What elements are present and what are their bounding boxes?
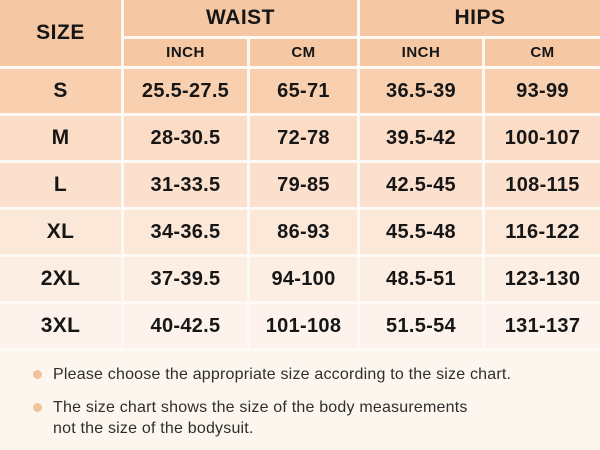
waist-cm-cell: 86-93 <box>250 210 357 254</box>
hips-inch-cell: 48.5-51 <box>360 257 482 301</box>
waist-cm-cell: 72-78 <box>250 116 357 160</box>
hips-cm-cell: 108-115 <box>485 163 600 207</box>
hips-cm-cell: 123-130 <box>485 257 600 301</box>
hips-inch-cell: 51.5-54 <box>360 304 482 348</box>
header-waist: WAIST <box>124 0 357 36</box>
size-label-cell: M <box>0 116 121 160</box>
hips-inch-cell: 36.5-39 <box>360 69 482 113</box>
waist-inch-cell: 31-33.5 <box>124 163 247 207</box>
waist-cm-cell: 65-71 <box>250 69 357 113</box>
header-size: SIZE <box>0 0 121 66</box>
header-hips: HIPS <box>360 0 600 36</box>
bullet-icon <box>33 402 42 412</box>
note-text: Please choose the appropriate size accor… <box>53 366 512 383</box>
waist-inch-cell: 40-42.5 <box>124 304 247 348</box>
table-row: S 25.5-27.5 65-71 36.5-39 93-99 <box>0 69 600 113</box>
waist-cm-cell: 94-100 <box>250 257 357 301</box>
note-text: The size chart shows the size of the bod… <box>53 398 468 438</box>
waist-inch-cell: 25.5-27.5 <box>124 69 247 113</box>
table-row: 3XL 40-42.5 101-108 51.5-54 131-137 <box>0 304 600 348</box>
hips-inch-cell: 45.5-48 <box>360 210 482 254</box>
hips-inch-cell: 42.5-45 <box>360 163 482 207</box>
note-item: Please choose the appropriate size accor… <box>33 364 590 386</box>
header-waist-inch: INCH <box>124 39 247 66</box>
size-label-cell: S <box>0 69 121 113</box>
waist-inch-cell: 37-39.5 <box>124 257 247 301</box>
note-item: The size chart shows the size of the bod… <box>33 397 590 440</box>
hips-cm-cell: 93-99 <box>485 69 600 113</box>
hips-inch-cell: 39.5-42 <box>360 116 482 160</box>
table-row: 2XL 37-39.5 94-100 48.5-51 123-130 <box>0 257 600 301</box>
notes-list: Please choose the appropriate size accor… <box>33 364 590 440</box>
table-row: L 31-33.5 79-85 42.5-45 108-115 <box>0 163 600 207</box>
size-label-cell: 2XL <box>0 257 121 301</box>
bullet-icon <box>33 370 42 379</box>
waist-inch-cell: 34-36.5 <box>124 210 247 254</box>
header-waist-cm: CM <box>250 39 357 66</box>
size-chart-table: SIZE WAIST HIPS INCH CM INCH CM S 25.5-2… <box>0 0 600 348</box>
table-row: M 28-30.5 72-78 39.5-42 100-107 <box>0 116 600 160</box>
header-hips-inch: INCH <box>360 39 482 66</box>
size-rows: S 25.5-27.5 65-71 36.5-39 93-99 M 28-30.… <box>0 69 600 348</box>
size-label-cell: 3XL <box>0 304 121 348</box>
waist-cm-cell: 101-108 <box>250 304 357 348</box>
hips-cm-cell: 116-122 <box>485 210 600 254</box>
waist-inch-cell: 28-30.5 <box>124 116 247 160</box>
table-row: XL 34-36.5 86-93 45.5-48 116-122 <box>0 210 600 254</box>
hips-cm-cell: 131-137 <box>485 304 600 348</box>
header-hips-cm: CM <box>485 39 600 66</box>
size-label-cell: L <box>0 163 121 207</box>
size-chart-header: SIZE WAIST HIPS INCH CM INCH CM <box>0 0 600 66</box>
waist-cm-cell: 79-85 <box>250 163 357 207</box>
hips-cm-cell: 100-107 <box>485 116 600 160</box>
size-label-cell: XL <box>0 210 121 254</box>
